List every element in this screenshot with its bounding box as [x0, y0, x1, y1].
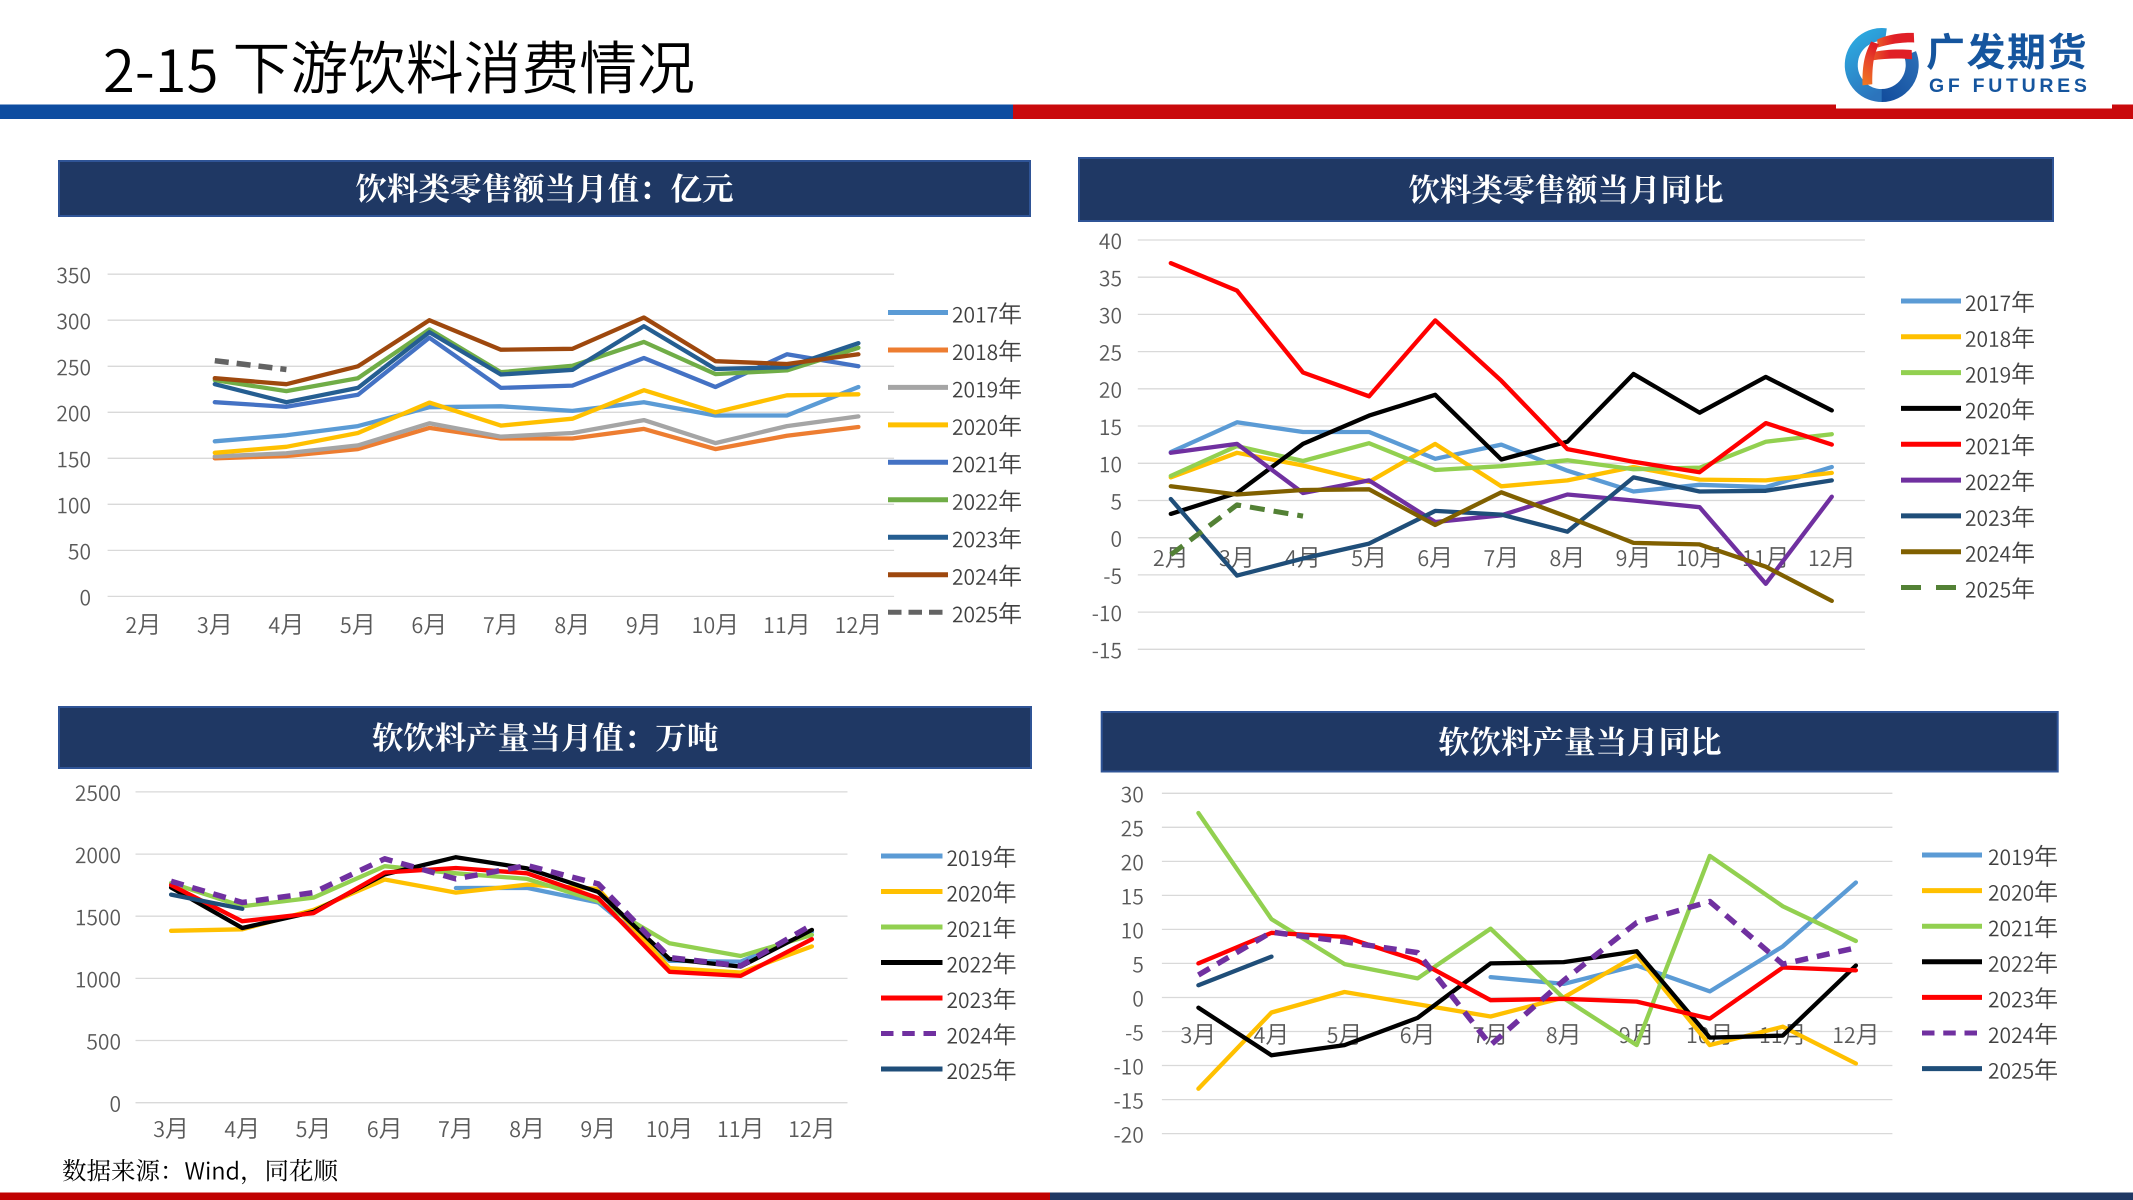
svg-text:GF FUTURES: GF FUTURES [1929, 75, 2091, 97]
